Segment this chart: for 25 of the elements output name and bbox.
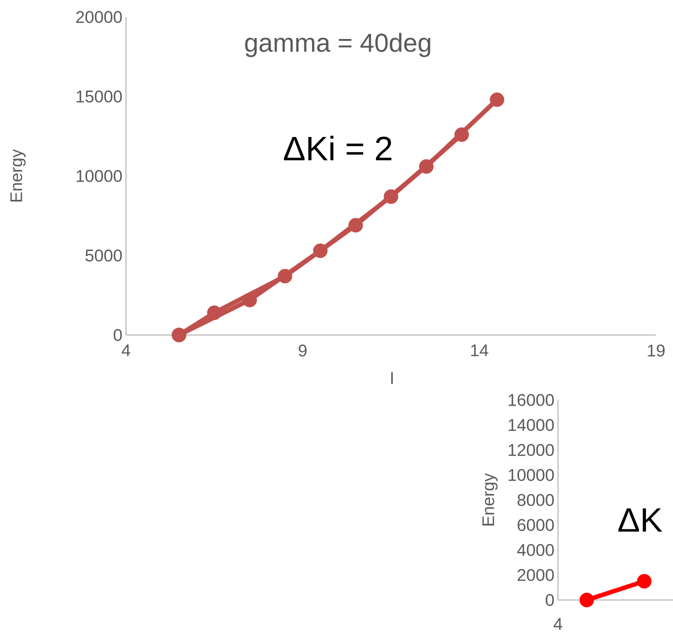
y-tick-label: 0 (114, 329, 122, 342)
y-tick-label: 0 (546, 594, 554, 606)
x-axis-title: I (391, 372, 393, 384)
x-tick-label: 14 (471, 344, 488, 356)
y-tick-label: 10000 (76, 170, 122, 182)
y-tick-label: 12000 (508, 444, 554, 456)
y-tick-label: 2000 (518, 569, 554, 582)
y-tick-label: 14000 (508, 419, 554, 432)
y-tick-label: 8000 (518, 494, 554, 506)
y-tick-label: 10000 (508, 469, 554, 482)
y-tick-label: 16000 (508, 394, 554, 406)
y-tick-label: 4000 (517, 544, 554, 556)
y-tick-label: 15000 (76, 90, 122, 103)
text: 4 (554, 618, 562, 630)
text: gamma = 40deg (245, 32, 430, 58)
y-axis-title: Energy (10, 149, 26, 202)
x-tick-label: 9 (298, 344, 307, 357)
annotation: ΔK (618, 508, 662, 532)
y-axis-title: Energy (482, 473, 498, 526)
x-tick-label: 19 (648, 344, 665, 357)
y-tick-label: 20000 (76, 11, 122, 24)
y-tick-label: 6000 (518, 519, 554, 532)
x-tick-label: 4 (122, 344, 130, 356)
annotation: ΔKi = 2 (284, 136, 392, 160)
y-tick-label: 5000 (85, 250, 122, 262)
